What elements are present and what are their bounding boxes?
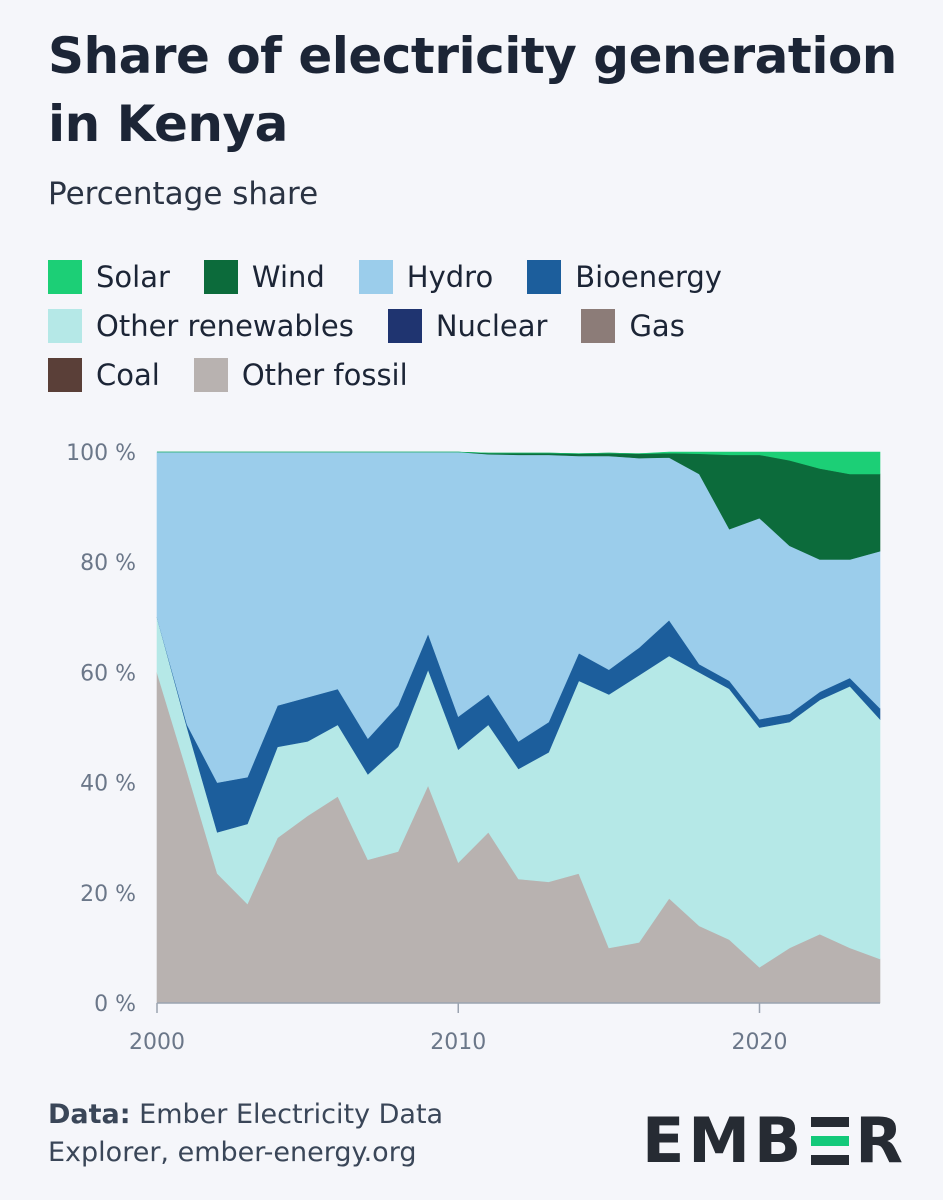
logo-text-left: EMB: [641, 1104, 806, 1177]
data-source-prefix: Data:: [48, 1099, 131, 1130]
stacked-area-chart: 0 % 20 % 40 % 60 % 80 % 100 % 2000 2010 2020: [66, 441, 881, 1055]
legend-swatch: [527, 259, 562, 294]
legend-item-nuclear: Nuclear: [387, 308, 548, 343]
legend-label: Nuclear: [435, 308, 548, 343]
legend-label: Solar: [96, 259, 170, 294]
chart-title: Share of electricity generation in Kenya: [48, 27, 897, 153]
legend-swatch: [203, 259, 238, 294]
legend-label: Other renewables: [96, 308, 354, 343]
legend-label: Other fossil: [241, 357, 408, 392]
legend-item-coal: Coal: [48, 357, 160, 392]
ember-logo: EMB R: [642, 1104, 907, 1177]
legend-item-bioenergy: Bioenergy: [527, 259, 722, 294]
legend-item-other-fossil: Other fossil: [193, 357, 408, 392]
legend-swatch: [193, 357, 228, 392]
legend-row: Other renewables Nuclear Gas: [48, 301, 928, 350]
legend-label: Gas: [629, 308, 685, 343]
legend-item-other-renewables: Other renewables: [48, 308, 354, 343]
legend-row: Coal Other fossil: [48, 350, 928, 399]
legend-item-gas: Gas: [581, 308, 685, 343]
logo-text-right: R: [855, 1104, 907, 1177]
legend-label: Bioenergy: [575, 259, 722, 294]
x-tick-label: 2000: [129, 1030, 185, 1055]
legend-swatch: [358, 259, 393, 294]
legend-item-wind: Wind: [203, 259, 325, 294]
legend-swatch: [48, 259, 82, 294]
x-tick-label: 2010: [430, 1030, 486, 1055]
chart-subtitle: Percentage share: [48, 176, 319, 212]
legend-swatch: [48, 308, 82, 343]
legend-item-solar: Solar: [48, 259, 170, 294]
y-tick-label: 20 %: [80, 882, 136, 907]
legend-item-hydro: Hydro: [358, 259, 494, 294]
area-solar: [157, 451, 881, 475]
y-tick-label: 60 %: [80, 661, 136, 686]
legend-label: Wind: [251, 259, 325, 294]
legend-swatch: [581, 308, 616, 343]
legend-swatch: [387, 308, 422, 343]
data-source-line1: Ember Electricity Data: [130, 1099, 444, 1130]
data-source: Data: Ember Electricity Data Explorer, e…: [48, 1096, 443, 1172]
y-tick-label: 100 %: [66, 441, 136, 466]
logo-e-icon: [811, 1116, 850, 1165]
data-source-line2: Explorer, ember-energy.org: [48, 1137, 417, 1168]
y-tick-label: 40 %: [80, 772, 136, 797]
y-tick-label: 0 %: [94, 992, 136, 1017]
legend-row: Solar Wind Hydro Bioenergy: [48, 252, 928, 301]
legend-label: Coal: [96, 357, 160, 392]
y-tick-label: 80 %: [80, 551, 136, 576]
legend: Solar Wind Hydro Bioenergy Other renewab…: [48, 252, 928, 399]
legend-label: Hydro: [406, 259, 494, 294]
x-tick-label: 2020: [732, 1030, 788, 1055]
legend-swatch: [48, 357, 82, 392]
